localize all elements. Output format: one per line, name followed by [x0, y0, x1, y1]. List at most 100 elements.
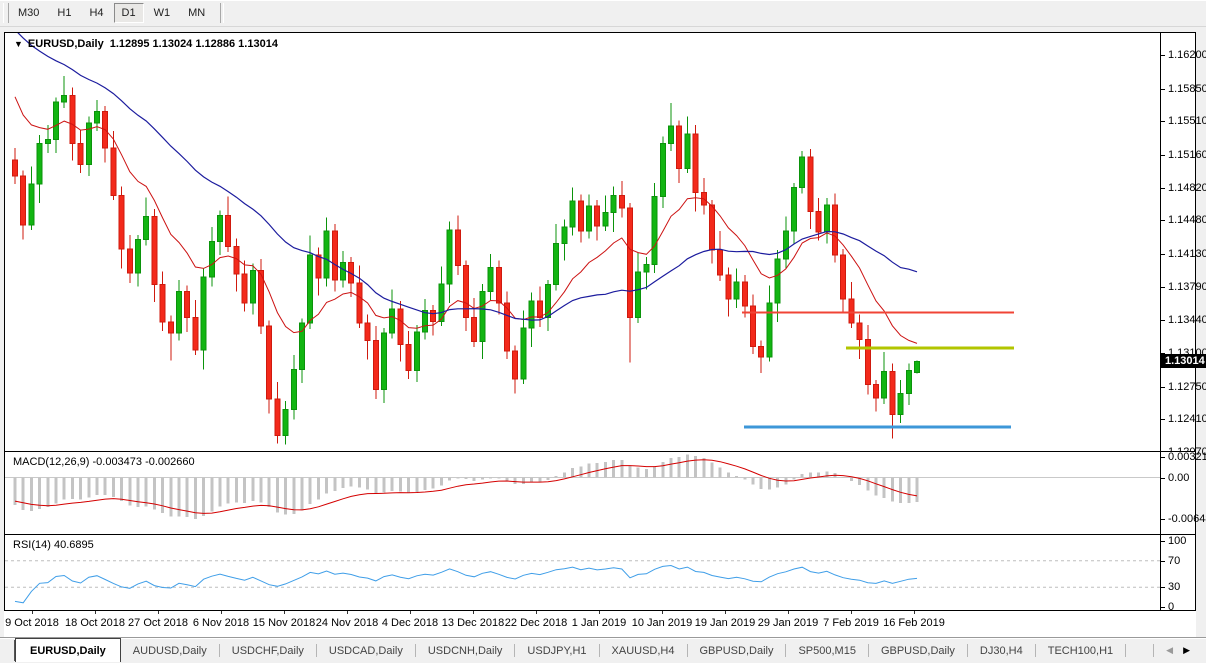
macd-bar — [87, 477, 91, 498]
timeframe-button-h1[interactable]: H1 — [57, 7, 72, 19]
macd-bar — [136, 477, 140, 507]
macd-bar — [571, 467, 575, 478]
price-tick-label: 1.13100 — [1161, 347, 1206, 359]
macd-chart-canvas[interactable] — [5, 452, 1160, 534]
macd-bar — [907, 477, 911, 503]
price-tick-label: 1.12750 — [1161, 381, 1206, 393]
candle-body — [200, 276, 207, 351]
macd-axis[interactable]: 0.003216 0.00 -0.006485 — [1160, 451, 1206, 534]
tab-gbpusd-daily-2[interactable]: GBPUSD,Daily — [869, 644, 968, 657]
candle-body — [504, 302, 510, 352]
date-tick-label: 18 Oct 2018 — [65, 617, 125, 629]
timeframe-button-m30[interactable]: M30 — [18, 7, 40, 19]
tabbar-spacer — [1126, 638, 1153, 663]
macd-bar — [702, 458, 706, 478]
macd-bar — [341, 477, 345, 489]
candle-body — [438, 283, 445, 322]
candle-body — [897, 392, 904, 416]
rsi-tick-label: 100 — [1161, 535, 1186, 547]
tab-usdjpy-h1[interactable]: USDJPY,H1 — [515, 644, 600, 657]
candle-body — [53, 101, 59, 141]
macd-bar — [472, 477, 476, 481]
macd-bar — [661, 462, 665, 478]
date-tick — [725, 611, 726, 614]
rsi-label: RSI(14) 40.6895 — [13, 539, 94, 551]
price-chart-canvas[interactable] — [5, 33, 1160, 451]
candles — [12, 76, 920, 445]
date-tick — [158, 611, 159, 614]
candle-body — [118, 194, 125, 250]
macd-bar — [431, 477, 435, 489]
macd-bar — [95, 477, 99, 495]
tab-scroll-right-icon[interactable]: ▶ — [1183, 645, 1190, 655]
candle-body — [750, 305, 756, 347]
candle-body — [454, 229, 461, 267]
macd-bar — [489, 477, 493, 479]
rsi-chart-canvas[interactable] — [5, 535, 1160, 609]
candle-body — [126, 248, 133, 274]
candle-body — [914, 360, 920, 374]
price-tick-label: 1.15510 — [1161, 115, 1206, 127]
candle-body — [323, 230, 330, 279]
tab-usdcad-daily[interactable]: USDCAD,Daily — [317, 644, 416, 657]
candle-body — [791, 187, 797, 232]
tab-audusd-daily[interactable]: AUDUSD,Daily — [121, 644, 220, 657]
timeframe-button-mn[interactable]: MN — [188, 7, 206, 19]
candle-body — [249, 269, 256, 304]
macd-bar — [792, 477, 796, 480]
timeframe-button-w1[interactable]: W1 — [153, 7, 171, 19]
price-tick-label: 1.14820 — [1161, 182, 1206, 194]
toolbar-grip[interactable] — [3, 3, 9, 23]
candle-body — [69, 94, 76, 144]
candle-body — [463, 265, 469, 318]
macd-bar — [46, 477, 50, 508]
date-axis[interactable]: 9 Oct 2018 18 Oct 2018 27 Oct 2018 6 Nov 20… — [4, 611, 1196, 637]
macd-bar — [251, 477, 255, 502]
macd-bar — [882, 477, 886, 498]
tab-eurusd-daily[interactable]: EURUSD,Daily — [15, 638, 121, 662]
macd-bar — [849, 477, 853, 481]
price-tick-label: 1.14130 — [1161, 248, 1206, 260]
tab-sp500-m15[interactable]: SP500,M15 — [786, 644, 869, 657]
macd-bar — [480, 477, 484, 480]
candle-body — [692, 133, 699, 193]
candle-body — [651, 195, 658, 266]
macd-bar — [161, 477, 165, 514]
tab-usdcnh-daily[interactable]: USDCNH,Daily — [416, 644, 516, 657]
timeframe-button-h4[interactable]: H4 — [89, 7, 104, 19]
candle-body — [774, 258, 781, 304]
tab-dj30-h4[interactable]: DJ30,H4 — [968, 644, 1036, 657]
macd-bar — [21, 477, 25, 510]
candle-body — [627, 207, 633, 318]
macd-bar — [497, 477, 501, 479]
rsi-axis[interactable]: 100 70 30 0 — [1160, 535, 1195, 613]
candle-body — [85, 122, 92, 166]
timeframe-button-d1[interactable]: D1 — [113, 3, 144, 23]
candle-body — [512, 350, 519, 380]
tab-tech100-h1[interactable]: TECH100,H1 — [1036, 644, 1127, 657]
price-tick-label: 1.15850 — [1161, 83, 1206, 95]
price-tick-label: 1.13440 — [1161, 314, 1206, 326]
macd-label: MACD(12,26,9) -0.003473 -0.002660 — [13, 456, 195, 468]
tab-gbpusd-daily[interactable]: GBPUSD,Daily — [688, 644, 787, 657]
chart-dropdown-icon[interactable]: ▼ — [14, 39, 23, 49]
macd-bar — [382, 477, 386, 493]
macd-bar — [349, 477, 353, 487]
macd-bar — [677, 456, 681, 478]
tab-scroll-left-icon[interactable]: ◀ — [1166, 645, 1174, 655]
tab-xauusd-h4[interactable]: XAUUSD,H4 — [600, 644, 688, 657]
price-tick-label: 1.13790 — [1161, 281, 1206, 293]
candle-body — [299, 322, 305, 370]
macd-bar — [13, 477, 17, 506]
chart-window: ▼ EURUSD,Daily 1.12895 1.13024 1.12886 1.1… — [4, 32, 1206, 613]
candle-body — [422, 310, 428, 333]
price-axis[interactable]: 1.13014 1.16200 1.15850 1.15510 1.15160 1.14… — [1160, 33, 1206, 458]
candle-body — [832, 204, 838, 256]
candle-body — [840, 254, 847, 300]
tabbar-grip — [0, 640, 15, 661]
tab-usdchf-daily[interactable]: USDCHF,Daily — [220, 644, 317, 657]
macd-values: -0.003473 -0.002660 — [92, 456, 195, 468]
macd-bar — [612, 460, 616, 478]
date-tick — [95, 611, 96, 614]
candle-body — [873, 384, 879, 399]
